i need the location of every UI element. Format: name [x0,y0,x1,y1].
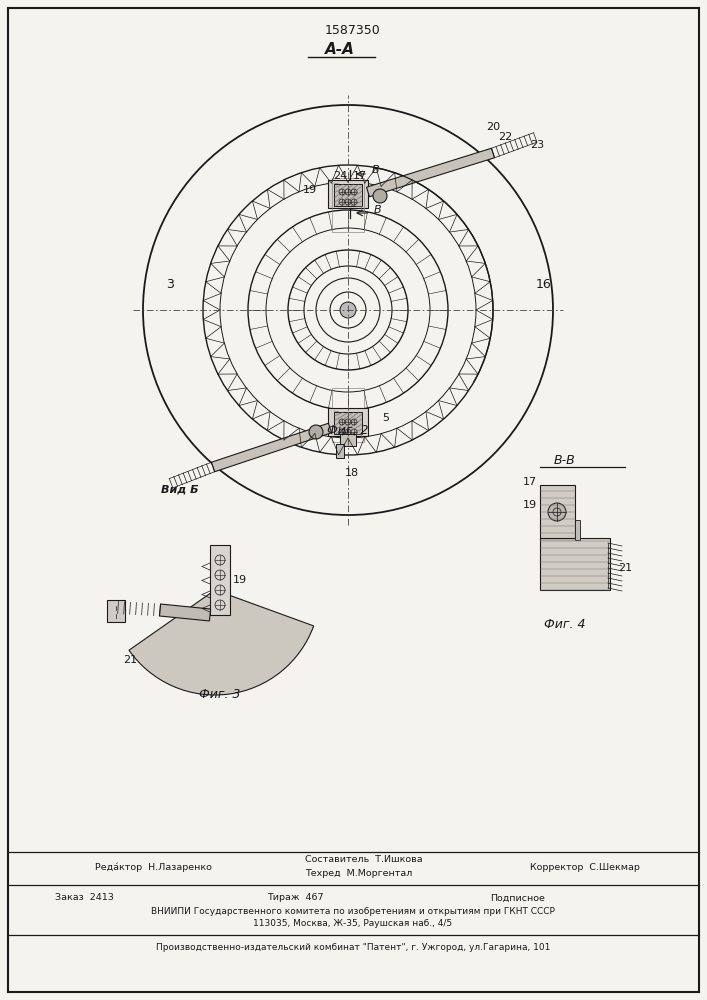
Text: Тираж  467: Тираж 467 [267,894,323,902]
Text: Фиг. 4: Фиг. 4 [544,618,586,632]
Text: 17: 17 [353,171,367,181]
Circle shape [373,189,387,203]
Text: 21: 21 [123,655,137,665]
Text: 22: 22 [498,132,512,142]
Text: 23: 23 [530,140,544,150]
Text: Корректор  С.Шекмар: Корректор С.Шекмар [530,862,640,871]
Text: В: В [374,205,382,215]
Text: 3: 3 [166,278,174,292]
Text: 20: 20 [486,122,500,132]
Text: Техред  М.Моргентал: Техред М.Моргентал [305,868,412,878]
Text: 19: 19 [233,575,247,585]
Bar [540,538,610,590]
Bar [332,178,364,232]
Bar [340,434,356,446]
Bar [336,444,344,458]
Bar [540,485,575,540]
Bar [334,184,362,206]
Text: 5: 5 [382,413,390,423]
Text: 24: 24 [333,171,347,181]
Polygon shape [159,604,211,621]
Text: 19: 19 [303,185,317,195]
Polygon shape [211,423,332,472]
Text: Реда́ктор  Н.Лазаренко: Реда́ктор Н.Лазаренко [95,862,212,872]
Text: В-В: В-В [554,454,576,466]
Text: Фиг. 2: Фиг. 2 [327,424,369,436]
Text: Подписное: Подписное [490,894,545,902]
Circle shape [340,302,356,318]
Text: Заказ  2413: Заказ 2413 [55,894,114,902]
Circle shape [309,425,323,439]
Polygon shape [366,148,494,197]
Text: 17: 17 [523,477,537,487]
Text: А-А: А-А [325,42,355,57]
Text: В: В [372,165,380,175]
Bar [210,545,230,615]
Text: Производственно-издательский комбинат "Патент", г. Ужгород, ул.Гагарина, 101: Производственно-издательский комбинат "П… [156,944,550,952]
Bar [328,180,368,208]
Text: 18: 18 [345,468,359,478]
Circle shape [548,503,566,521]
Text: 113035, Москва, Ж-35, Раушская наб., 4/5: 113035, Москва, Ж-35, Раушская наб., 4/5 [253,920,452,928]
Bar [107,600,125,622]
Text: 1587350: 1587350 [325,23,381,36]
Text: 21: 21 [618,563,632,573]
Text: ВНИИПИ Государственного комитета по изобретениям и открытиям при ГКНТ СССР: ВНИИПИ Государственного комитета по изоб… [151,908,555,916]
Bar [334,412,362,434]
Bar [575,520,580,540]
Text: Фиг. 3: Фиг. 3 [199,688,241,702]
Text: Вид Б: Вид Б [161,485,199,495]
Bar [328,408,368,436]
Text: 19: 19 [523,500,537,510]
Wedge shape [129,590,314,695]
Text: 16: 16 [536,278,552,292]
Text: Составитель  Т.Ишкова: Составитель Т.Ишкова [305,856,423,864]
Bar [332,388,364,442]
